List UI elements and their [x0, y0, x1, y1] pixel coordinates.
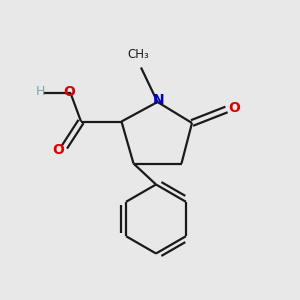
Text: O: O: [228, 101, 240, 115]
Text: O: O: [63, 85, 75, 98]
Text: CH₃: CH₃: [127, 48, 149, 61]
Text: H: H: [36, 85, 45, 98]
Text: N: N: [153, 94, 165, 107]
Text: O: O: [52, 143, 64, 157]
